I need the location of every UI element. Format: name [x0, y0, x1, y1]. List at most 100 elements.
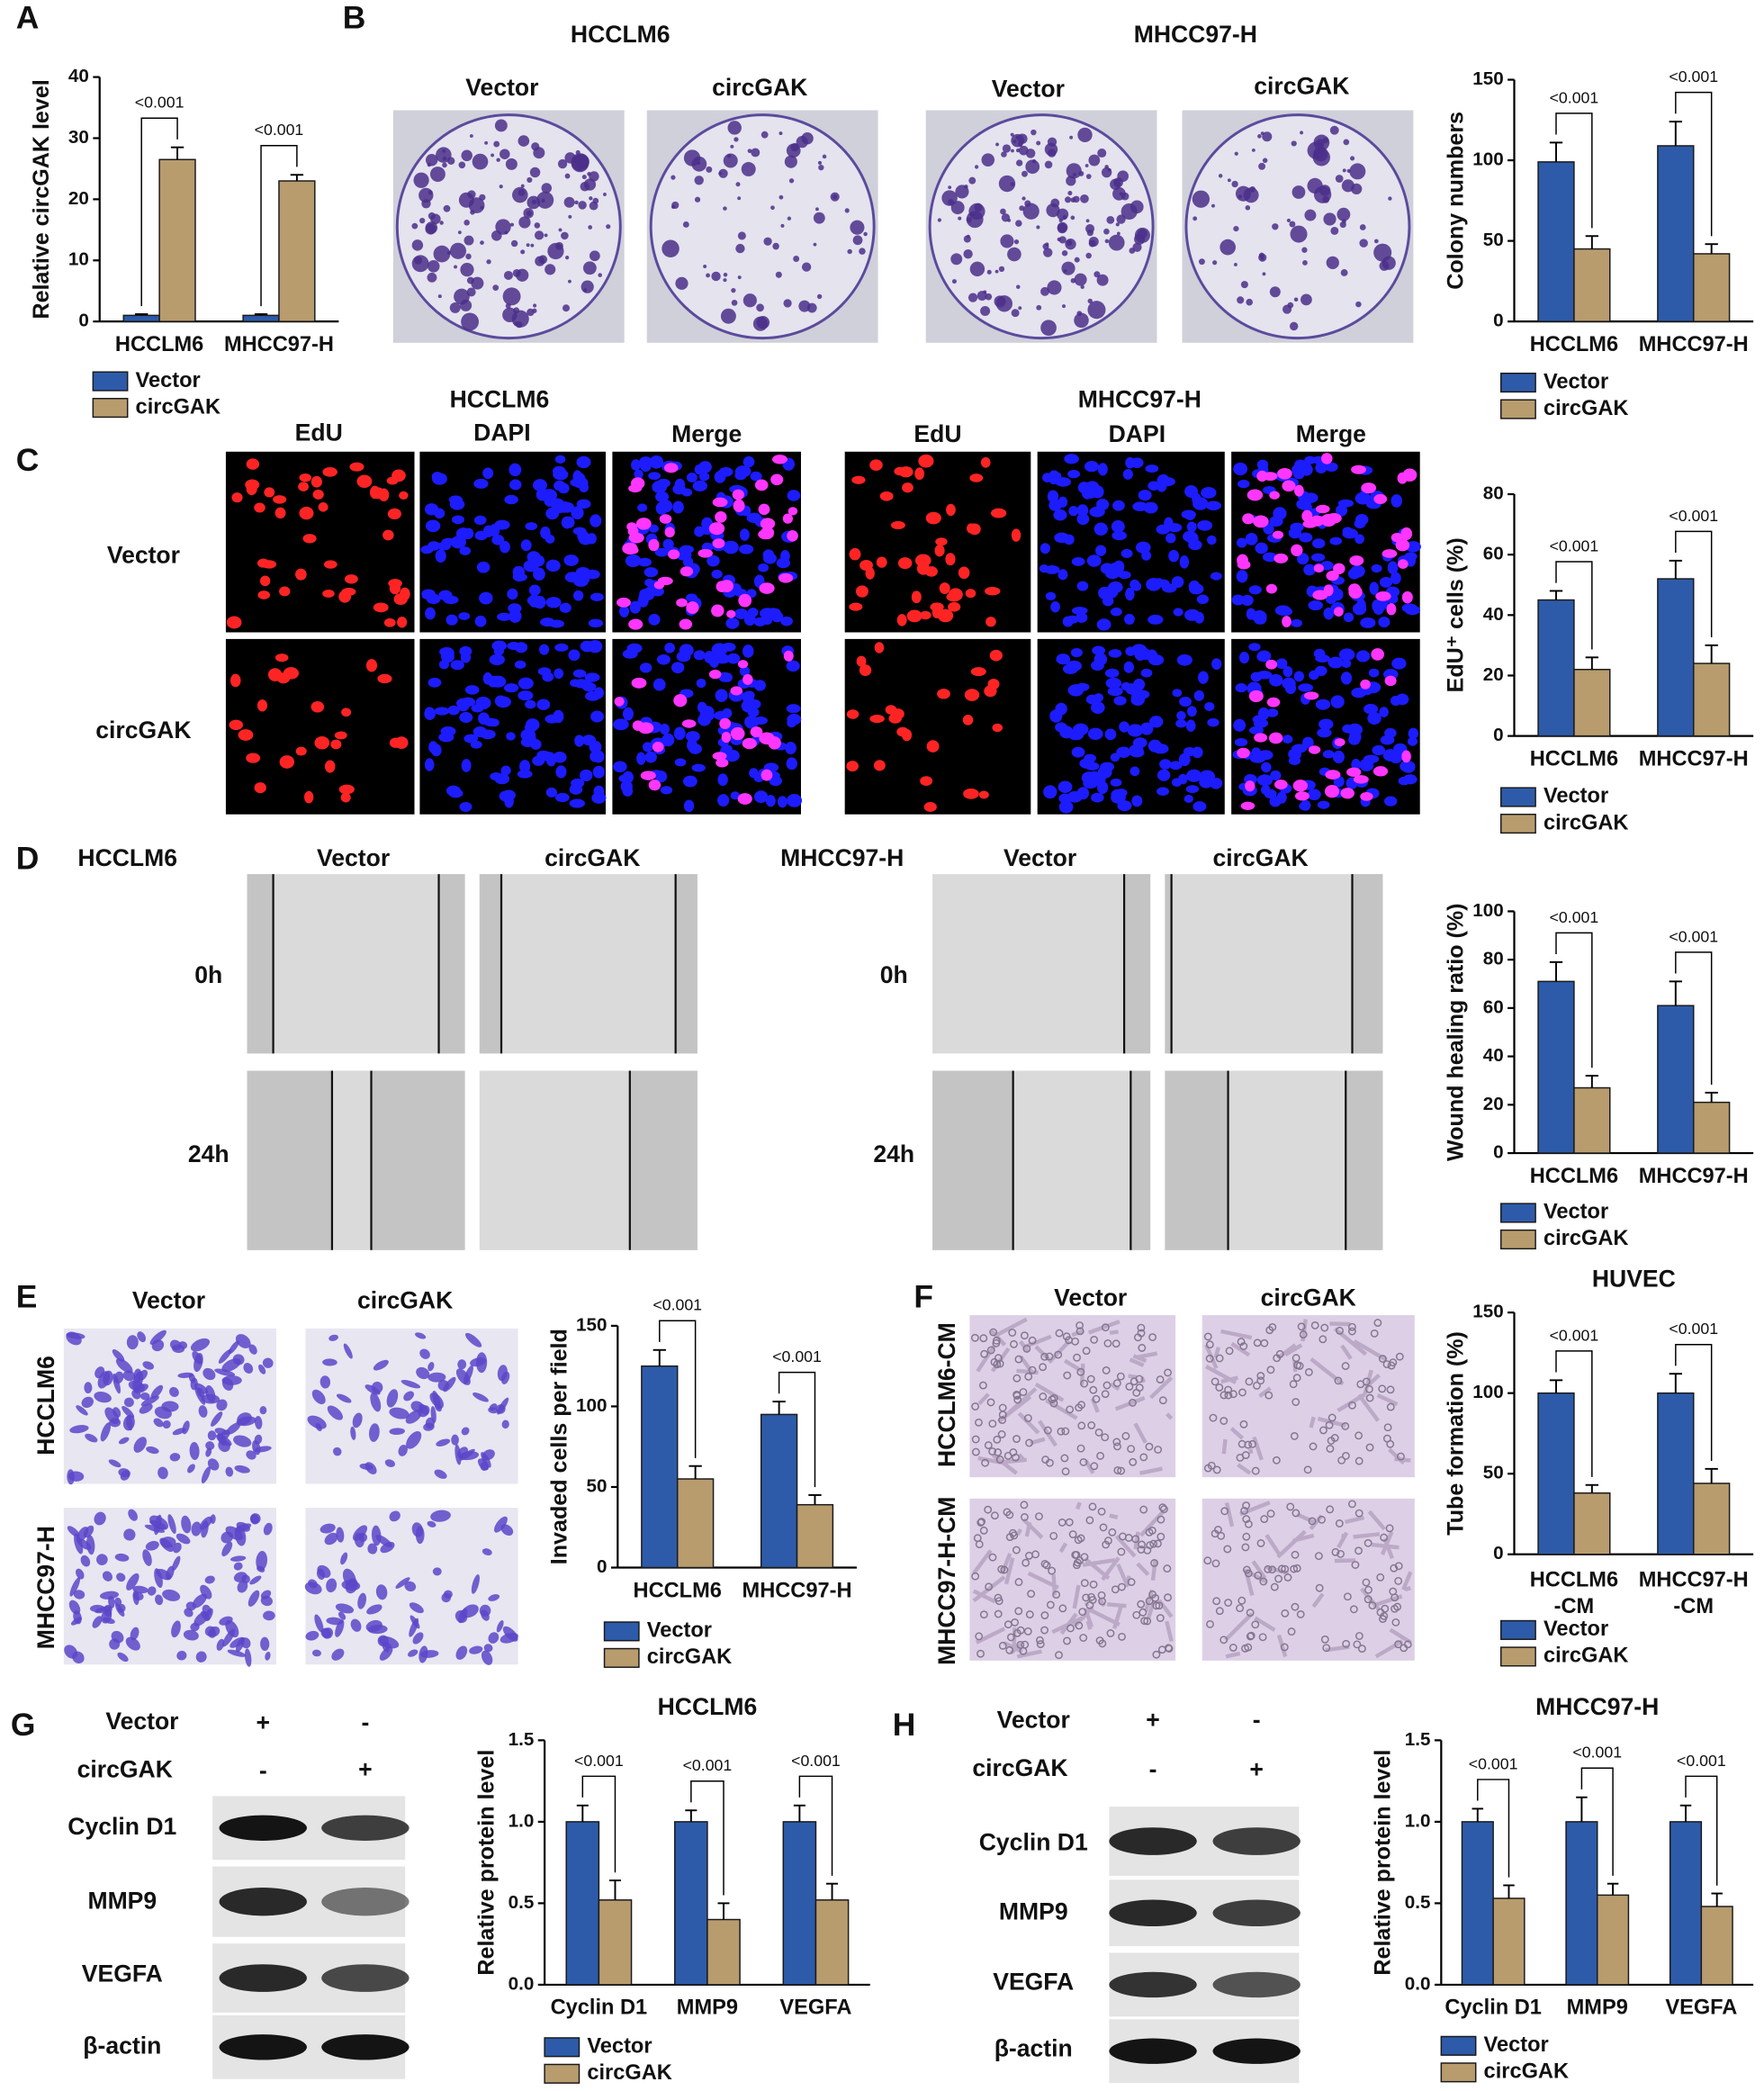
endothelial-cell: [1364, 1384, 1373, 1393]
y-tick-label: 0: [1493, 311, 1504, 331]
nucleus: [1095, 545, 1107, 556]
endothelial-cell: [1290, 1431, 1299, 1440]
invaded-cell: [204, 1626, 216, 1637]
nucleus: [1268, 732, 1283, 744]
colony: [948, 185, 952, 190]
endothelial-cell: [1365, 1393, 1374, 1402]
x-tick-line: MHCC97-H: [1639, 1569, 1749, 1592]
nucleus: [788, 507, 798, 516]
image-label: circGAK: [1213, 844, 1309, 871]
nucleus: [923, 802, 937, 812]
nucleus: [1274, 553, 1289, 563]
endothelial-cell: [1103, 1537, 1112, 1546]
nucleus: [671, 662, 685, 674]
invaded-cell: [434, 1469, 447, 1479]
p-value: <0.001: [1677, 1752, 1726, 1770]
endothelial-cell: [1036, 1640, 1045, 1648]
endothelial-cell: [1239, 1342, 1248, 1350]
significance-bracket: [581, 1775, 616, 1873]
nucleus: [459, 801, 472, 812]
endothelial-cell: [1308, 1517, 1317, 1526]
nucleus: [846, 761, 859, 772]
colony: [950, 201, 965, 215]
colony: [727, 121, 742, 135]
nucleus: [634, 469, 644, 480]
nucleus: [440, 726, 456, 736]
nucleus: [730, 791, 741, 800]
tube: [1045, 1398, 1078, 1420]
image-label: circGAK: [712, 74, 807, 101]
nucleus: [776, 557, 790, 569]
endothelial-cell: [1106, 1629, 1115, 1637]
invaded-cell: [139, 1403, 153, 1414]
colony: [1066, 163, 1082, 179]
endothelial-cell: [1061, 1427, 1070, 1436]
nucleus: [1172, 689, 1183, 698]
nucleus: [1192, 801, 1207, 812]
endothelial-cell: [1341, 1422, 1350, 1430]
endothelial-cell: [1228, 1644, 1238, 1652]
p-value: <0.001: [1669, 927, 1718, 945]
nucleus: [1096, 780, 1109, 795]
nucleus: [397, 616, 408, 628]
colony: [598, 273, 603, 277]
colony: [976, 291, 987, 302]
nucleus: [259, 575, 271, 587]
nucleus: [382, 529, 394, 541]
invaded-cell: [81, 1396, 94, 1409]
x-tick-label: MHCC97-H: [224, 333, 334, 356]
colony: [778, 194, 784, 200]
nucleus: [662, 733, 675, 747]
endothelial-cell: [1220, 1507, 1229, 1516]
invaded-cell: [320, 1523, 336, 1534]
nucleus: [683, 799, 695, 813]
nucleus: [1185, 769, 1202, 782]
endothelial-cell: [990, 1511, 999, 1520]
p-value: <0.001: [652, 1296, 702, 1314]
cell-layer: [247, 874, 274, 1054]
nucleus: [625, 554, 642, 567]
nucleus: [276, 672, 291, 684]
nucleus: [1315, 699, 1331, 710]
image-label: Merge: [1296, 420, 1366, 447]
invaded-cell: [483, 1644, 493, 1653]
nucleus: [1067, 469, 1081, 479]
endothelial-cell: [998, 1416, 1007, 1425]
nucleus: [614, 697, 625, 707]
nucleus: [1175, 719, 1187, 728]
endothelial-cell: [1325, 1420, 1334, 1429]
endothelial-cell: [1364, 1585, 1372, 1594]
nucleus: [649, 455, 664, 469]
invaded-cell: [117, 1603, 126, 1613]
nucleus: [1055, 477, 1072, 487]
nucleus: [1071, 746, 1085, 758]
nucleus: [1164, 517, 1174, 529]
x-tick-label: HCCLM6: [1530, 747, 1618, 771]
tube: [1109, 1513, 1119, 1519]
nucleus: [1184, 608, 1201, 621]
nucleus: [1104, 728, 1117, 741]
nucleus: [679, 644, 694, 657]
panel-label: H: [893, 1707, 916, 1743]
colony: [706, 166, 713, 173]
tube: [1404, 1586, 1411, 1592]
nucleus: [714, 710, 730, 721]
image-label: Vector: [107, 541, 180, 568]
nucleus: [1130, 747, 1145, 758]
colony: [994, 269, 999, 274]
nucleus: [765, 608, 781, 618]
endothelial-cell: [1000, 1565, 1009, 1574]
nucleus: [1301, 509, 1313, 522]
endothelial-cell: [1052, 1591, 1061, 1600]
colony: [968, 176, 976, 185]
nucleus: [1132, 737, 1148, 748]
nucleus: [1332, 750, 1345, 764]
legend-label: Vector: [1544, 1201, 1608, 1224]
nucleus: [1349, 555, 1364, 566]
nucleus: [1204, 701, 1215, 711]
endothelial-cell: [1125, 1383, 1134, 1391]
nucleus: [344, 574, 358, 584]
nucleus: [914, 554, 932, 567]
nucleus: [431, 744, 442, 757]
colony: [533, 303, 537, 308]
